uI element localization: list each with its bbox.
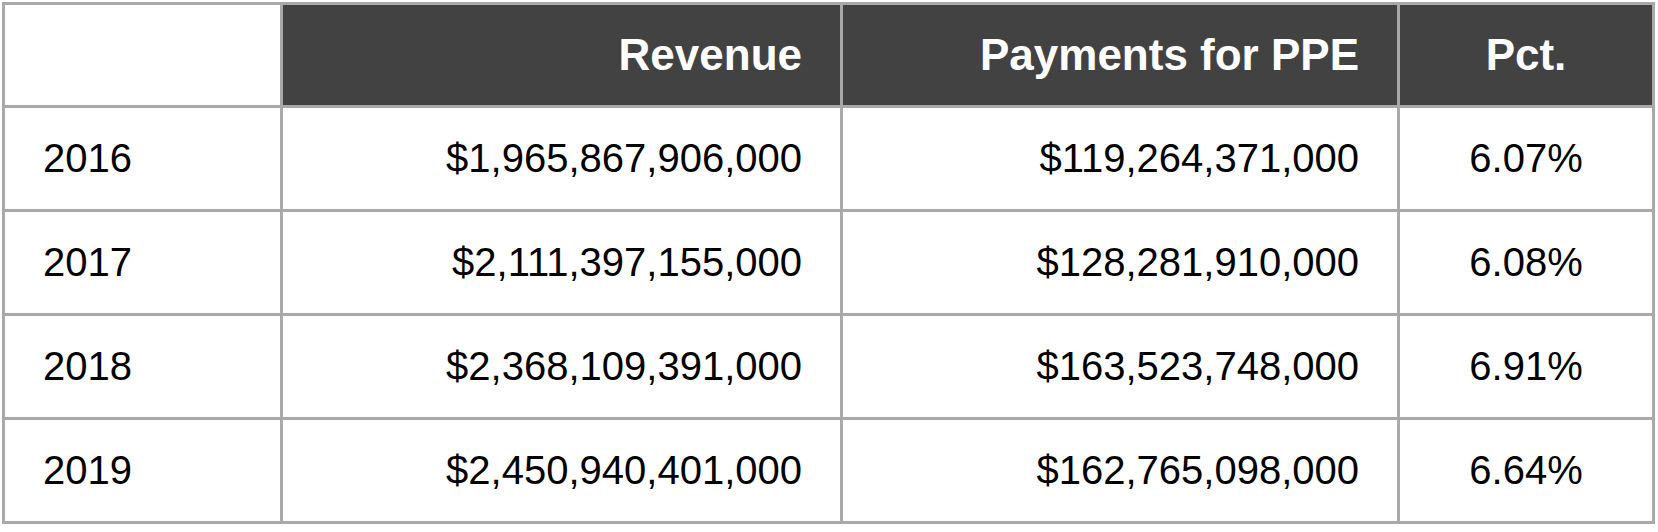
year-cell: 2016 bbox=[4, 107, 282, 211]
pct-cell: 6.64% bbox=[1399, 419, 1654, 523]
pct-cell: 6.91% bbox=[1399, 315, 1654, 419]
ppe-cell: $162,765,098,000 bbox=[842, 419, 1399, 523]
header-cell-revenue: Revenue bbox=[282, 4, 842, 107]
revenue-cell: $2,368,109,391,000 bbox=[282, 315, 842, 419]
header-cell-pct: Pct. bbox=[1399, 4, 1654, 107]
revenue-ppe-table: Revenue Payments for PPE Pct. 2016 $1,96… bbox=[2, 2, 1655, 524]
table-header: Revenue Payments for PPE Pct. bbox=[4, 4, 1654, 107]
header-cell-year bbox=[4, 4, 282, 107]
revenue-cell: $1,965,867,906,000 bbox=[282, 107, 842, 211]
table-container: Revenue Payments for PPE Pct. 2016 $1,96… bbox=[0, 0, 1658, 524]
table-row: 2016 $1,965,867,906,000 $119,264,371,000… bbox=[4, 107, 1654, 211]
pct-cell: 6.07% bbox=[1399, 107, 1654, 211]
revenue-cell: $2,111,397,155,000 bbox=[282, 211, 842, 315]
table-row: 2017 $2,111,397,155,000 $128,281,910,000… bbox=[4, 211, 1654, 315]
revenue-cell: $2,450,940,401,000 bbox=[282, 419, 842, 523]
ppe-cell: $163,523,748,000 bbox=[842, 315, 1399, 419]
pct-cell: 6.08% bbox=[1399, 211, 1654, 315]
table-body: 2016 $1,965,867,906,000 $119,264,371,000… bbox=[4, 107, 1654, 523]
year-cell: 2019 bbox=[4, 419, 282, 523]
table-row: 2019 $2,450,940,401,000 $162,765,098,000… bbox=[4, 419, 1654, 523]
ppe-cell: $119,264,371,000 bbox=[842, 107, 1399, 211]
header-row: Revenue Payments for PPE Pct. bbox=[4, 4, 1654, 107]
ppe-cell: $128,281,910,000 bbox=[842, 211, 1399, 315]
table-row: 2018 $2,368,109,391,000 $163,523,748,000… bbox=[4, 315, 1654, 419]
year-cell: 2018 bbox=[4, 315, 282, 419]
year-cell: 2017 bbox=[4, 211, 282, 315]
header-cell-ppe: Payments for PPE bbox=[842, 4, 1399, 107]
